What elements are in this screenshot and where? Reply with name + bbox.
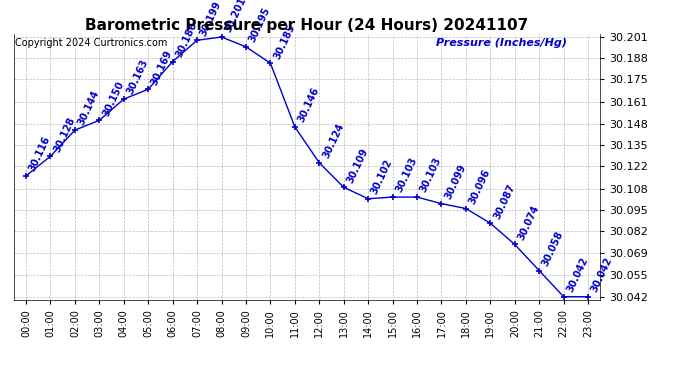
Text: 30.116: 30.116 — [28, 135, 52, 173]
Text: 30.103: 30.103 — [418, 156, 443, 194]
Text: 30.103: 30.103 — [394, 156, 419, 194]
Text: Pressure (Inches/Hg): Pressure (Inches/Hg) — [436, 38, 567, 48]
Text: 30.199: 30.199 — [199, 0, 224, 38]
Text: 30.185: 30.185 — [272, 22, 297, 60]
Text: Copyright 2024 Curtronics.com: Copyright 2024 Curtronics.com — [15, 38, 168, 48]
Text: 30.074: 30.074 — [516, 204, 541, 242]
Text: 30.201: 30.201 — [223, 0, 248, 34]
Text: 30.169: 30.169 — [150, 48, 175, 87]
Text: 30.128: 30.128 — [52, 115, 77, 153]
Title: Barometric Pressure per Hour (24 Hours) 20241107: Barometric Pressure per Hour (24 Hours) … — [86, 18, 529, 33]
Text: 30.102: 30.102 — [370, 158, 395, 196]
Text: 30.096: 30.096 — [467, 168, 492, 206]
Text: 30.144: 30.144 — [77, 89, 101, 128]
Text: 30.124: 30.124 — [321, 122, 346, 160]
Text: 30.099: 30.099 — [443, 163, 468, 201]
Text: 30.163: 30.163 — [125, 58, 150, 96]
Text: 30.186: 30.186 — [174, 20, 199, 59]
Text: 30.042: 30.042 — [565, 256, 590, 294]
Text: 30.058: 30.058 — [540, 230, 566, 268]
Text: 30.042: 30.042 — [589, 256, 614, 294]
Text: 30.195: 30.195 — [247, 6, 273, 44]
Text: 30.087: 30.087 — [492, 182, 517, 220]
Text: 30.146: 30.146 — [296, 86, 321, 124]
Text: 30.109: 30.109 — [345, 146, 370, 184]
Text: 30.150: 30.150 — [101, 80, 126, 117]
